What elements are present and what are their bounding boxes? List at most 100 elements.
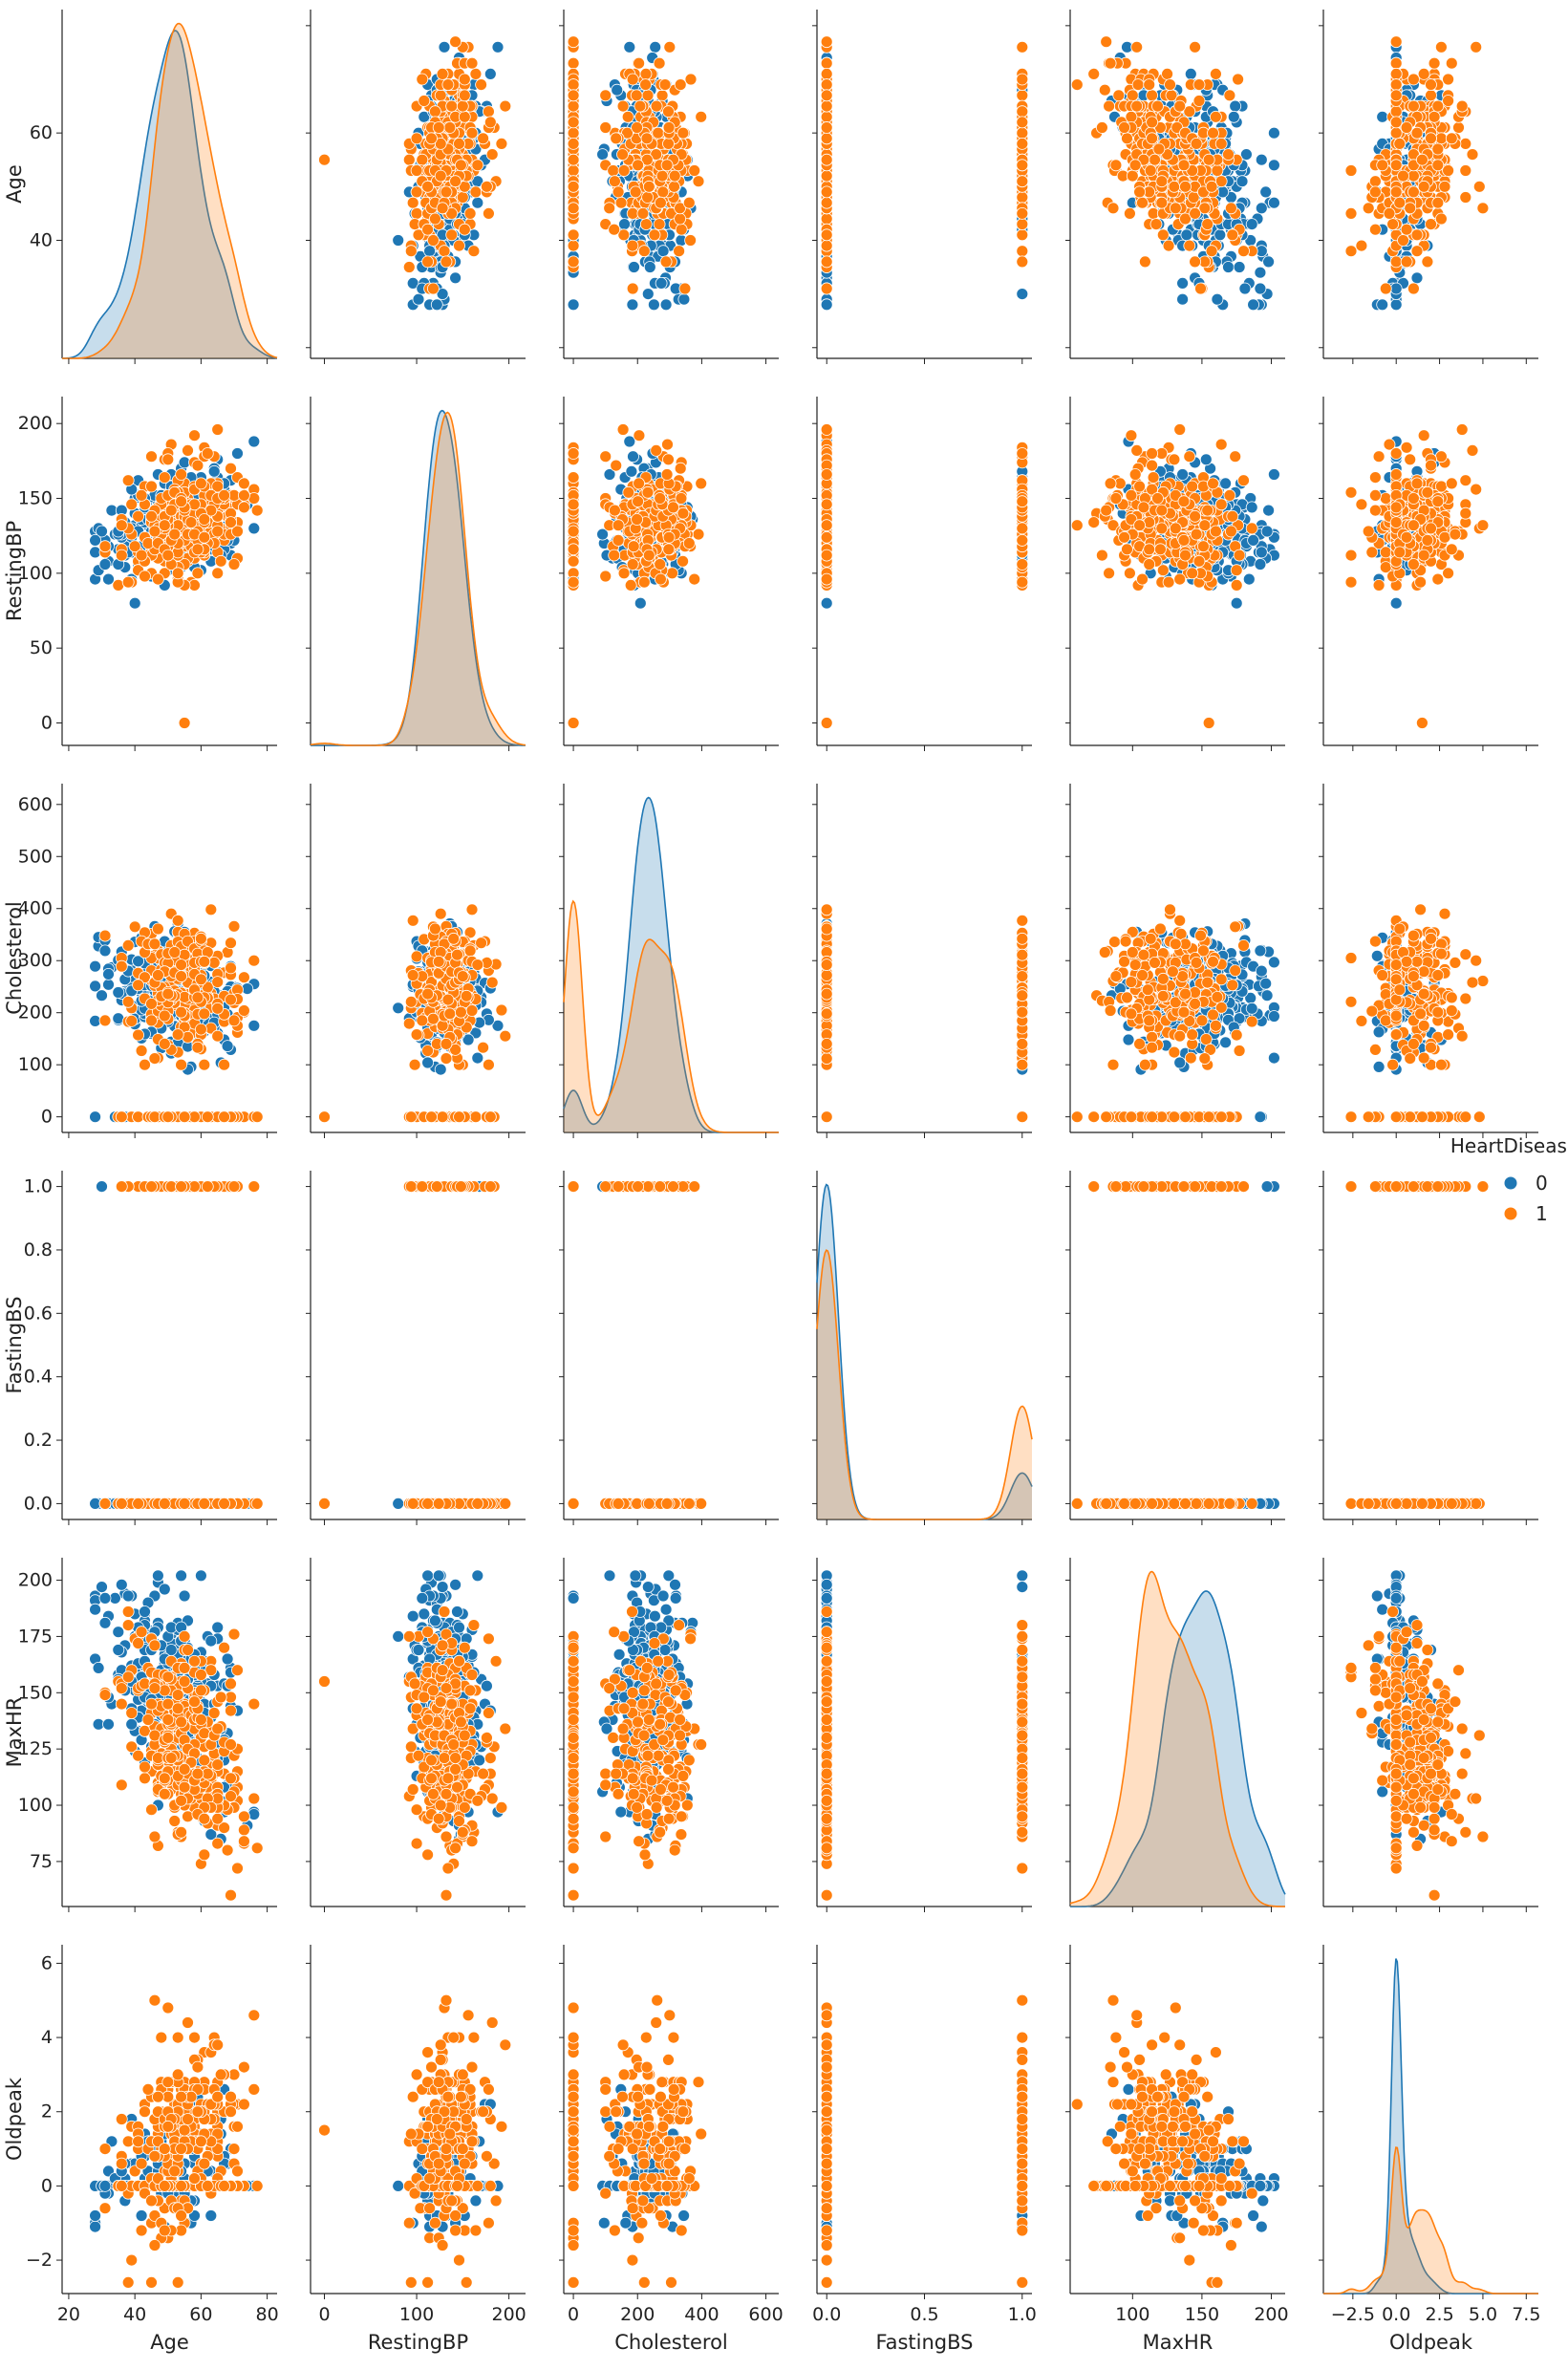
point-Age-vs-MaxHR-hd1-67 — [1162, 68, 1173, 79]
point-Age-vs-MaxHR-hd1-219 — [1150, 219, 1162, 230]
point-Age-vs-Oldpeak-hd1-215 — [1428, 57, 1440, 69]
point-Age-vs-Cholesterol-hd1-32 — [568, 240, 579, 251]
point-Age-vs-MaxHR-hd1-307 — [1122, 133, 1133, 144]
point-Age-vs-Cholesterol-hd1-183 — [676, 224, 687, 235]
point-Age-vs-RestingBP-hd1-286 — [417, 74, 428, 85]
point-Age-vs-FastingBS-hd1-319 — [1017, 160, 1028, 171]
point-Age-vs-Oldpeak-hd1-309 — [1394, 138, 1406, 149]
point-Age-vs-Cholesterol-hd1-230 — [634, 100, 646, 112]
point-Age-vs-MaxHR-hd1-268 — [1139, 256, 1150, 268]
point-Age-vs-MaxHR-hd1-102 — [1147, 90, 1158, 101]
point-RestingBP-vs-Cholesterol-hd1-277 — [663, 544, 675, 555]
point-Age-vs-Oldpeak-hd1-197 — [1443, 96, 1454, 107]
point-Age-vs-Cholesterol-hd1-281 — [604, 203, 615, 214]
point-Age-vs-FastingBS-hd1-242 — [821, 283, 832, 294]
point-Age-vs-RestingBP-hd1-143 — [403, 262, 415, 273]
point-Age-vs-MaxHR-hd1-116 — [1107, 203, 1119, 214]
point-Age-vs-Cholesterol-hd1-289 — [568, 36, 579, 48]
point-Age-vs-MaxHR-hd1-127 — [1127, 90, 1138, 101]
point-Age-vs-Cholesterol-hd1-191 — [674, 246, 685, 257]
point-RestingBP-vs-Age-hd1-311 — [195, 478, 206, 489]
point-Age-vs-Cholesterol-hd1-238 — [609, 224, 620, 235]
point-RestingBP-vs-Age-hd1-279 — [212, 424, 224, 436]
point-Age-vs-Cholesterol-hd1-248 — [669, 181, 680, 192]
point-RestingBP-vs-Age-hd1-318 — [176, 469, 187, 481]
point-Age-vs-Oldpeak-hd1-128 — [1345, 207, 1357, 219]
point-Age-vs-Cholesterol-hd1-297 — [663, 138, 675, 149]
point-Age-vs-Cholesterol-hd0-209 — [648, 299, 659, 311]
point-Age-vs-MaxHR-hd1-204 — [1132, 79, 1144, 91]
panel-RestingBP-vs-FastingBS — [812, 397, 1032, 751]
point-RestingBP-vs-Age-hd1-289 — [251, 505, 263, 516]
point-Age-vs-RestingBP-hd1-242 — [427, 283, 439, 294]
point-Age-vs-FastingBS-hd1-251 — [821, 57, 832, 69]
point-Age-vs-MaxHR-hd0-212 — [1268, 197, 1279, 208]
point-Age-vs-RestingBP-hd1-309 — [454, 138, 465, 149]
point-Age-vs-Oldpeak-hd0-209 — [1390, 299, 1402, 311]
point-Age-vs-RestingBP-hd1-317 — [433, 122, 444, 134]
point-Age-vs-Cholesterol-hd0-82 — [597, 149, 609, 161]
point-RestingBP-vs-Age-hd1-159 — [146, 481, 158, 492]
point-Age-vs-Cholesterol-hd1-280 — [630, 186, 641, 198]
point-Age-vs-FastingBS-hd1-151 — [1017, 219, 1028, 230]
point-Age-vs-Oldpeak-hd1-239 — [1390, 256, 1402, 268]
point-RestingBP-vs-Cholesterol-hd1-291 — [642, 486, 654, 498]
point-RestingBP-vs-Age-hd1-201 — [140, 571, 151, 582]
pair-plot: 4060Age050100150200RestingBP010020030040… — [0, 0, 1568, 2370]
point-RestingBP-vs-Age-hd1-249 — [133, 510, 144, 522]
point-Age-vs-RestingBP-hd1-228 — [470, 68, 482, 79]
point-RestingBP-vs-Age-hd1-320 — [179, 718, 190, 729]
point-Age-vs-Oldpeak-hd1-183 — [1369, 224, 1381, 235]
point-Age-vs-RestingBP-hd1-237 — [429, 213, 440, 225]
point-RestingBP-vs-Age-hd1-195 — [122, 576, 134, 588]
point-Age-vs-Oldpeak-hd1-313 — [1426, 133, 1437, 144]
point-Age-vs-Oldpeak-hd1-286 — [1407, 74, 1419, 85]
point-Age-vs-Cholesterol-hd1-82 — [656, 90, 668, 101]
point-RestingBP-vs-Age-hd1-304 — [162, 454, 174, 465]
point-Age-vs-RestingBP-hd1-298 — [459, 90, 470, 101]
point-Age-vs-Cholesterol-hd1-14 — [693, 176, 704, 187]
point-Age-vs-MaxHR-hd1-283 — [1156, 197, 1168, 208]
point-Age-vs-Cholesterol-hd1-313 — [611, 133, 622, 144]
point-RestingBP-vs-Age-hd1-292 — [215, 555, 226, 567]
point-RestingBP-vs-Cholesterol-hd1-142 — [696, 478, 707, 489]
point-Age-vs-RestingBP-hd1-134 — [417, 154, 428, 165]
ylabel-Age: Age — [3, 164, 26, 204]
point-Age-vs-Cholesterol-hd1-228 — [640, 68, 652, 79]
point-Age-vs-RestingBP-hd1-315 — [435, 170, 446, 182]
point-Age-vs-MaxHR-hd0-224 — [1260, 186, 1272, 198]
point-Age-vs-MaxHR-hd1-292 — [1193, 96, 1205, 107]
point-Age-vs-MaxHR-hd1-296 — [1149, 154, 1161, 165]
point-Age-vs-RestingBP-hd1-136 — [403, 154, 415, 165]
point-Age-vs-MaxHR-hd0-88 — [1268, 160, 1279, 171]
point-Age-vs-MaxHR-hd1-243 — [1206, 181, 1217, 192]
point-RestingBP-vs-Age-hd1-216 — [192, 568, 204, 579]
point-Age-vs-MaxHR-hd0-295 — [1248, 299, 1259, 311]
point-Age-vs-Oldpeak-hd1-237 — [1435, 213, 1447, 225]
point-Age-vs-MaxHR-hd0-279 — [1246, 219, 1257, 230]
point-Age-vs-Cholesterol-hd1-226 — [651, 100, 662, 112]
point-Age-vs-Cholesterol-hd0-295 — [660, 299, 672, 311]
point-RestingBP-vs-Cholesterol-hd1-293 — [568, 526, 579, 537]
point-RestingBP-vs-Age-hd1-315 — [169, 528, 181, 540]
point-Age-vs-FastingBS-hd1-285 — [1017, 207, 1028, 219]
point-Age-vs-MaxHR-hd1-250 — [1193, 79, 1205, 91]
point-Age-vs-Oldpeak-hd1-316 — [1407, 186, 1419, 198]
point-Age-vs-RestingBP-hd1-316 — [440, 186, 452, 198]
point-RestingBP-vs-Age-hd0-156 — [103, 573, 115, 585]
point-Age-vs-RestingBP-hd0-212 — [472, 197, 483, 208]
point-Age-vs-Cholesterol-hd1-315 — [669, 170, 680, 182]
point-Age-vs-Cholesterol-hd0-213 — [650, 41, 661, 53]
point-Age-vs-RestingBP-hd0-78 — [393, 235, 404, 247]
point-Age-vs-MaxHR-hd1-289 — [1101, 36, 1112, 48]
point-RestingBP-vs-Cholesterol-hd1-204 — [675, 463, 686, 474]
point-Age-vs-Cholesterol-hd1-155 — [642, 90, 654, 101]
point-Age-vs-RestingBP-hd1-183 — [459, 224, 470, 235]
point-RestingBP-vs-Cholesterol-hd1-287 — [618, 568, 630, 579]
point-Age-vs-Cholesterol-hd1-319 — [633, 160, 644, 171]
point-Age-vs-MaxHR-hd1-320 — [1203, 154, 1214, 165]
point-Age-vs-MaxHR-hd1-251 — [1105, 57, 1116, 69]
point-RestingBP-vs-Age-hd1-287 — [172, 568, 183, 579]
point-RestingBP-vs-Cholesterol-hd1-266 — [655, 559, 666, 571]
point-Age-vs-FastingBS-hd1-263 — [1017, 192, 1028, 204]
